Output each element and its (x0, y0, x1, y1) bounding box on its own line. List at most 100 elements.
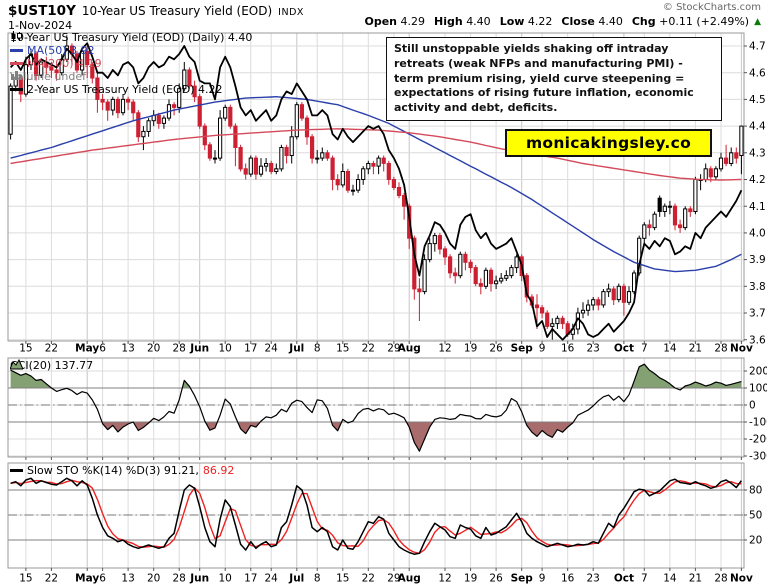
svg-text:21: 21 (689, 573, 702, 585)
sto-d-line (10, 479, 742, 554)
svg-text:23: 23 (587, 573, 600, 585)
svg-text:May: May (75, 343, 99, 355)
svg-text:3.7: 3.7 (749, 308, 766, 320)
svg-text:15: 15 (19, 343, 32, 355)
svg-text:80: 80 (749, 485, 762, 497)
high-value: 4.40 (466, 15, 491, 28)
svg-text:24: 24 (265, 343, 279, 355)
svg-text:22: 22 (362, 573, 375, 585)
y-axis-labels: 4.74.64.54.44.34.24.14.03.93.83.73.62001… (744, 41, 767, 547)
ma200-line (10, 128, 742, 181)
svg-text:13: 13 (121, 343, 134, 355)
svg-text:26: 26 (489, 573, 503, 585)
svg-text:15: 15 (336, 573, 349, 585)
volume-bars-icon (11, 71, 22, 80)
svg-text:15: 15 (336, 343, 349, 355)
legend-2y-series: 2-Year US Treasury Yield (EOD) 4.22 (10, 83, 222, 96)
low-value: 4.22 (527, 15, 553, 28)
treasury-2y-line (9, 42, 743, 341)
quote-readout: Open 4.29 High 4.40 Low 4.22 Close 4.40 … (364, 15, 761, 28)
sto-k-line (10, 477, 742, 555)
cci-panel-border (7, 357, 745, 458)
svg-text:6: 6 (99, 573, 106, 585)
exchange-tag: INDX (278, 7, 304, 18)
svg-text:12: 12 (438, 573, 451, 585)
svg-text:10: 10 (219, 573, 232, 585)
svg-text:19: 19 (464, 343, 477, 355)
svg-text:100: 100 (749, 383, 767, 395)
svg-text:50: 50 (749, 510, 762, 522)
svg-text:4.6: 4.6 (749, 67, 766, 79)
svg-text:Jul: Jul (288, 343, 304, 355)
sto-k-line-swatch (10, 468, 23, 472)
svg-text:4.2: 4.2 (749, 174, 766, 186)
svg-text:200: 200 (749, 366, 767, 378)
svg-text:20: 20 (147, 343, 160, 355)
svg-text:29: 29 (387, 573, 400, 585)
svg-text:Nov: Nov (730, 573, 753, 585)
svg-text:Aug: Aug (398, 573, 421, 585)
svg-text:4.7: 4.7 (749, 41, 766, 53)
legend-cci: CCI(20) 137.77 (10, 358, 94, 372)
close-value: 4.40 (598, 15, 623, 28)
svg-text:28: 28 (173, 573, 186, 585)
svg-text:14: 14 (663, 573, 677, 585)
candlestick-icon (11, 31, 22, 42)
cci-overbought-fill (10, 364, 742, 388)
svg-text:Jun: Jun (189, 343, 209, 355)
page-title: 10-Year US Treasury Yield (EOD) (81, 4, 273, 18)
price-panel-border (7, 32, 745, 342)
svg-text:20: 20 (749, 535, 762, 547)
svg-text:0: 0 (749, 400, 756, 412)
svg-text:15: 15 (19, 573, 32, 585)
svg-text:8: 8 (314, 573, 321, 585)
svg-text:Sep: Sep (511, 573, 534, 585)
svg-text:Sep: Sep (511, 343, 534, 355)
svg-text:23: 23 (587, 343, 600, 355)
svg-text:16: 16 (561, 573, 575, 585)
svg-text:7: 7 (641, 343, 648, 355)
copyright: © StockCharts.com (662, 2, 761, 13)
svg-text:Oct: Oct (614, 573, 634, 585)
svg-text:May: May (75, 573, 99, 585)
svg-text:Aug: Aug (398, 343, 421, 355)
x-axis-labels: 15152222MayMay66131320202828JunJun101017… (19, 341, 753, 585)
svg-text:17: 17 (244, 343, 257, 355)
svg-text:-100: -100 (749, 417, 767, 429)
cci-oversold-fill (10, 422, 742, 452)
svg-text:22: 22 (45, 343, 58, 355)
sto-d-value: 86.92 (202, 463, 235, 477)
svg-text:3.9: 3.9 (749, 254, 766, 266)
svg-text:6: 6 (99, 343, 106, 355)
svg-text:4.0: 4.0 (749, 228, 766, 240)
open-value: 4.29 (400, 15, 426, 28)
svg-text:14: 14 (663, 343, 677, 355)
area-chart-icon (10, 359, 23, 370)
annotation-box: Still unstoppable yields shaking off int… (386, 37, 722, 121)
svg-text:Jun: Jun (189, 573, 209, 585)
svg-text:10: 10 (219, 343, 232, 355)
svg-text:24: 24 (265, 573, 279, 585)
svg-text:9: 9 (539, 573, 546, 585)
svg-text:26: 26 (489, 343, 503, 355)
watermark-badge: monicakingsley.co (505, 129, 712, 157)
svg-text:9: 9 (539, 343, 546, 355)
legend-ma200: MA(200) 4.19 (10, 57, 102, 70)
svg-text:4.4: 4.4 (749, 121, 766, 133)
svg-text:20: 20 (147, 573, 160, 585)
ma50-line-swatch (10, 48, 23, 52)
svg-text:3.8: 3.8 (749, 281, 766, 293)
svg-text:4.5: 4.5 (749, 94, 766, 106)
svg-text:28: 28 (714, 343, 727, 355)
svg-text:-200: -200 (749, 434, 767, 446)
legend-ma50: MA(50) 3.92 (10, 44, 95, 57)
svg-text:-300: -300 (749, 451, 767, 463)
svg-text:29: 29 (387, 343, 400, 355)
svg-text:13: 13 (121, 573, 134, 585)
ma50-line (10, 95, 742, 273)
legend-stochastic: Slow STO %K(14) %D(3) 91.21, 86.92 (10, 463, 235, 477)
svg-text:22: 22 (45, 573, 58, 585)
svg-text:12: 12 (438, 343, 451, 355)
